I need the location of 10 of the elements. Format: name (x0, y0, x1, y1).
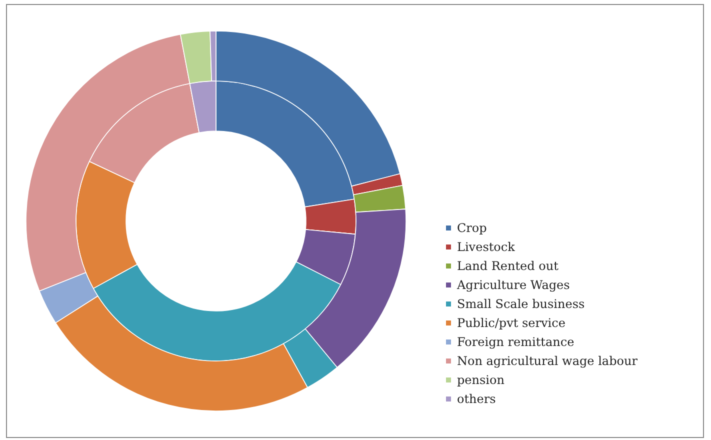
legend-label: Agriculture Wages (456, 278, 570, 292)
legend-label: Small Scale business (457, 297, 585, 311)
legend-label: Crop (457, 221, 488, 235)
legend-label: Livestock (457, 240, 516, 254)
legend-label: others (457, 392, 496, 406)
legend-label: pension (457, 373, 505, 387)
legend-label: Foreign remittance (457, 335, 574, 349)
legend-label: Public/pvt service (457, 316, 566, 330)
legend-label: Non agricultural wage labour (457, 354, 638, 368)
legend-label: Land Rented out (457, 259, 559, 273)
